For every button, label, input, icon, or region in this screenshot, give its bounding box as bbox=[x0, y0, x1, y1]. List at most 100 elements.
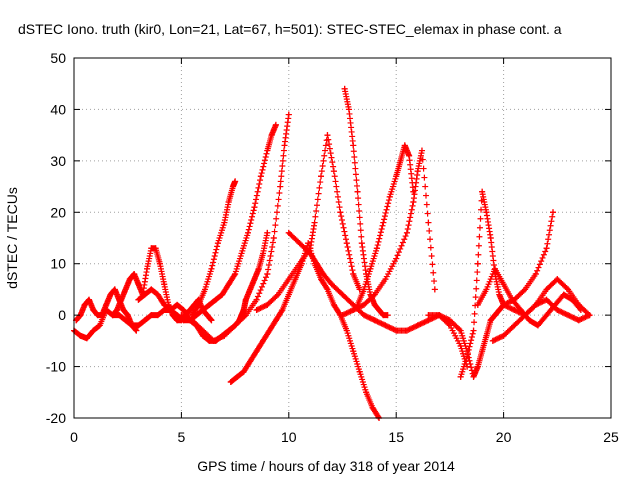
data-point bbox=[186, 307, 193, 313]
series-15 bbox=[474, 265, 584, 329]
data-point bbox=[212, 296, 219, 303]
data-point bbox=[214, 240, 221, 247]
data-point bbox=[264, 229, 271, 236]
data-point bbox=[565, 312, 572, 319]
data-point bbox=[98, 312, 105, 319]
data-point bbox=[586, 312, 593, 319]
data-point bbox=[131, 271, 138, 277]
data-point bbox=[324, 132, 331, 139]
data-point bbox=[356, 368, 363, 375]
data-point bbox=[358, 240, 365, 247]
data-point bbox=[141, 291, 148, 298]
data-point bbox=[436, 312, 443, 319]
x-tick-label: 0 bbox=[70, 429, 78, 445]
data-point bbox=[206, 301, 213, 308]
data-point bbox=[253, 307, 260, 313]
data-point bbox=[247, 286, 254, 293]
data-point bbox=[418, 147, 425, 154]
series-13 bbox=[457, 188, 593, 380]
data-point bbox=[178, 312, 185, 319]
data-point bbox=[382, 322, 389, 329]
y-axis-label: dSTEC / TECUs bbox=[4, 187, 20, 289]
data-point bbox=[161, 307, 168, 313]
x-tick-label: 25 bbox=[603, 429, 619, 445]
data-point bbox=[343, 327, 350, 334]
data-point bbox=[543, 312, 550, 319]
data-point bbox=[522, 286, 529, 293]
data-point bbox=[552, 301, 559, 308]
data-point bbox=[339, 291, 346, 298]
data-point bbox=[425, 317, 432, 324]
data-point bbox=[264, 301, 271, 308]
data-point bbox=[457, 327, 464, 334]
data-point bbox=[174, 301, 181, 308]
data-point bbox=[406, 152, 413, 159]
data-point bbox=[199, 307, 206, 313]
data-point bbox=[425, 219, 432, 226]
data-point bbox=[232, 271, 239, 277]
data-point bbox=[376, 307, 383, 313]
data-point bbox=[221, 219, 228, 226]
data-point bbox=[255, 265, 262, 272]
data-point bbox=[296, 260, 303, 267]
data-point bbox=[360, 286, 367, 293]
data-point bbox=[148, 286, 155, 293]
data-point bbox=[86, 296, 93, 303]
data-point bbox=[96, 322, 103, 329]
data-point bbox=[135, 281, 142, 288]
data-point bbox=[397, 157, 404, 164]
data-point bbox=[511, 307, 518, 313]
data-point bbox=[492, 265, 499, 272]
data-point bbox=[113, 307, 120, 313]
data-point bbox=[532, 301, 539, 308]
data-point bbox=[543, 296, 550, 303]
data-point bbox=[483, 332, 490, 339]
data-point bbox=[360, 312, 367, 319]
data-point bbox=[350, 142, 357, 149]
data-point bbox=[285, 229, 292, 236]
data-point bbox=[479, 188, 486, 195]
data-point bbox=[483, 209, 490, 216]
data-point bbox=[339, 312, 346, 319]
y-tick-label: 10 bbox=[50, 256, 66, 272]
data-point bbox=[240, 307, 247, 313]
data-point bbox=[83, 335, 90, 342]
data-point bbox=[272, 121, 279, 128]
data-point bbox=[232, 322, 239, 329]
data-point bbox=[371, 301, 378, 308]
data-point bbox=[500, 301, 507, 308]
series-3 bbox=[135, 121, 279, 324]
data-point bbox=[161, 301, 168, 308]
plot-points bbox=[71, 85, 593, 421]
data-point bbox=[307, 250, 314, 257]
y-tick-label: 40 bbox=[50, 101, 66, 117]
data-point bbox=[141, 317, 148, 324]
data-point bbox=[393, 255, 400, 262]
data-point bbox=[403, 327, 410, 334]
data-point bbox=[124, 312, 131, 319]
data-point bbox=[227, 379, 234, 385]
data-point bbox=[330, 168, 337, 175]
data-point bbox=[373, 245, 380, 252]
data-point bbox=[363, 389, 370, 396]
y-tick-label: 30 bbox=[50, 153, 66, 169]
axes: 0 5 10 15 20 25 -20 -10 0 10 20 30 40 50 bbox=[46, 50, 619, 445]
series-12 bbox=[425, 209, 557, 380]
data-point bbox=[554, 276, 561, 283]
data-point bbox=[109, 312, 116, 319]
data-point bbox=[128, 322, 135, 329]
data-point bbox=[156, 260, 163, 267]
data-point bbox=[270, 235, 277, 241]
data-point bbox=[296, 240, 303, 247]
data-point bbox=[90, 327, 97, 334]
data-point bbox=[393, 173, 400, 180]
data-point bbox=[238, 250, 245, 257]
data-point bbox=[126, 276, 133, 283]
data-point bbox=[285, 291, 292, 298]
data-point bbox=[500, 281, 507, 288]
series-7 bbox=[253, 132, 363, 313]
data-point bbox=[386, 193, 393, 200]
data-point bbox=[474, 260, 481, 267]
